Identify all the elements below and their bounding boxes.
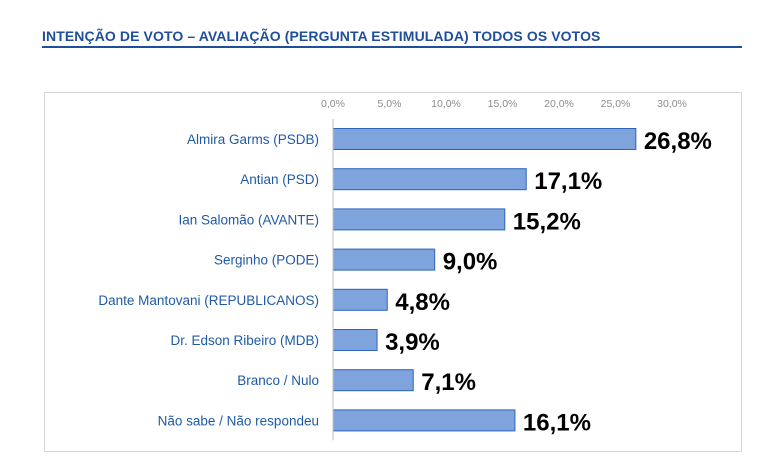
bar (332, 369, 414, 392)
x-tick-label: 20,0% (544, 98, 574, 110)
data-label: 16,1% (523, 409, 591, 436)
category-label: Dr. Edson Ribeiro (MDB) (170, 333, 319, 348)
data-label: 4,8% (395, 289, 450, 316)
bar (332, 208, 506, 231)
category-label: Não sabe / Não respondeu (158, 413, 319, 428)
data-label: 9,0% (443, 249, 498, 276)
data-label: 3,9% (385, 329, 440, 356)
category-label: Ian Salomão (AVANTE) (178, 212, 319, 227)
bar (332, 329, 378, 351)
data-label: 15,2% (513, 208, 581, 235)
category-label: Almira Garms (PSDB) (187, 132, 319, 147)
x-tick-label: 10,0% (431, 98, 461, 110)
x-tick-label: 0,0% (321, 98, 345, 110)
data-label: 17,1% (534, 168, 602, 195)
category-label: Serginho (PODE) (214, 253, 319, 268)
bar (332, 288, 388, 311)
x-tick-label: 5,0% (378, 98, 402, 110)
bar (332, 248, 436, 271)
x-tick-label: 25,0% (601, 98, 631, 110)
x-tick-label: 30,0% (657, 98, 687, 110)
chart-title: INTENÇÃO DE VOTO – AVALIAÇÃO (PERGUNTA E… (42, 28, 601, 44)
x-tick-label: 15,0% (488, 98, 518, 110)
bar (332, 168, 527, 191)
bar (332, 409, 516, 432)
category-label: Antian (PSD) (240, 172, 319, 187)
title-underline (42, 46, 742, 48)
data-label: 26,8% (644, 128, 712, 155)
category-label: Dante Mantovani (REPUBLICANOS) (98, 293, 319, 308)
category-label: Branco / Nulo (237, 373, 319, 388)
bar (332, 128, 637, 150)
data-label: 7,1% (421, 369, 476, 396)
chart-frame (44, 92, 742, 452)
